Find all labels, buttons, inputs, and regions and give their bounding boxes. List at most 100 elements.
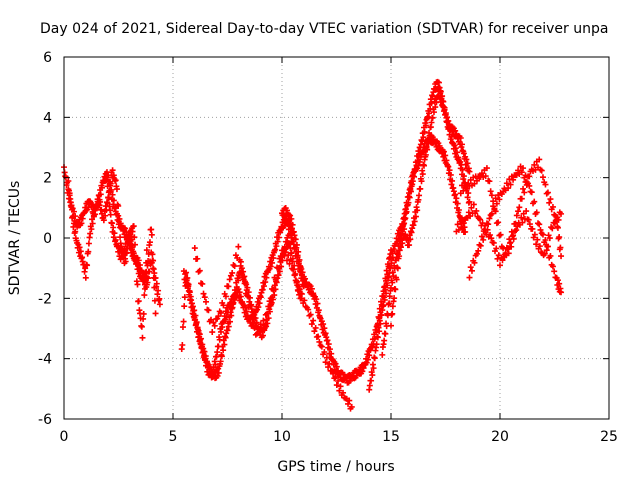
- data-point: [519, 219, 526, 226]
- data-point: [237, 258, 244, 265]
- data-point: [139, 334, 146, 341]
- data-point: [389, 279, 396, 286]
- data-point: [299, 269, 306, 276]
- data-point: [89, 220, 96, 227]
- data-point: [376, 328, 383, 335]
- data-point: [260, 283, 267, 290]
- data-point: [263, 274, 270, 281]
- data-point: [381, 337, 388, 344]
- data-point: [411, 218, 418, 225]
- y-tick-label: 4: [43, 110, 52, 126]
- data-point: [181, 303, 188, 310]
- data-point: [482, 173, 489, 180]
- data-point: [466, 274, 473, 281]
- data-point: [67, 195, 74, 202]
- data-point: [82, 265, 89, 272]
- data-point: [290, 266, 297, 273]
- data-point: [95, 192, 102, 199]
- data-point: [286, 260, 293, 267]
- data-point: [418, 178, 425, 185]
- data-point: [386, 300, 393, 307]
- data-point: [267, 295, 274, 302]
- data-point: [508, 243, 515, 250]
- data-point: [336, 387, 343, 394]
- data-point: [419, 171, 426, 178]
- data-point: [109, 191, 116, 198]
- data-point: [298, 290, 305, 297]
- data-point: [78, 220, 85, 227]
- data-point: [549, 263, 556, 270]
- data-point: [293, 278, 300, 285]
- data-point: [549, 203, 556, 210]
- series-arc-2: [65, 167, 150, 341]
- data-point: [194, 324, 201, 331]
- data-point: [462, 228, 469, 235]
- data-point: [194, 255, 201, 262]
- data-point: [554, 224, 561, 231]
- data-point: [371, 355, 378, 362]
- y-tick-label: 0: [43, 231, 52, 247]
- data-point: [107, 180, 114, 187]
- data-point: [424, 146, 431, 153]
- data-point: [555, 216, 562, 223]
- data-point: [315, 307, 322, 314]
- data-point: [191, 245, 198, 252]
- data-point: [301, 297, 308, 304]
- data-point: [429, 114, 436, 121]
- data-point: [218, 353, 225, 360]
- data-point: [544, 243, 551, 250]
- data-point: [244, 292, 251, 299]
- data-point: [244, 284, 251, 291]
- data-point: [447, 171, 454, 178]
- data-point: [425, 140, 432, 147]
- data-point: [460, 187, 467, 194]
- data-point: [288, 249, 295, 256]
- data-point: [302, 275, 309, 282]
- data-point: [415, 162, 422, 169]
- data-point: [463, 156, 470, 163]
- data-point: [222, 293, 229, 300]
- data-point: [557, 244, 564, 251]
- data-point: [416, 158, 423, 165]
- data-point: [77, 248, 84, 255]
- data-point: [229, 269, 236, 276]
- data-point: [115, 212, 122, 219]
- data-point: [293, 241, 300, 248]
- data-point: [558, 289, 565, 296]
- data-point: [82, 274, 89, 281]
- data-point: [473, 250, 480, 257]
- data-point: [520, 165, 527, 172]
- data-point: [497, 231, 504, 238]
- data-point: [391, 295, 398, 302]
- data-point: [195, 330, 202, 337]
- data-point: [396, 253, 403, 260]
- data-point: [499, 257, 506, 264]
- data-point: [287, 245, 294, 252]
- data-point: [507, 181, 514, 188]
- data-point: [122, 225, 129, 232]
- data-point: [515, 208, 522, 215]
- data-point: [410, 222, 417, 229]
- data-point: [230, 300, 237, 307]
- data-point: [480, 228, 487, 235]
- data-point: [373, 329, 380, 336]
- x-tick-label: 25: [600, 429, 618, 445]
- data-point: [287, 212, 294, 219]
- data-point: [307, 311, 314, 318]
- data-point: [110, 224, 117, 231]
- data-point: [539, 174, 546, 181]
- data-point: [275, 234, 282, 241]
- data-point: [478, 233, 485, 240]
- data-point: [513, 212, 520, 219]
- data-point: [326, 360, 333, 367]
- data-point: [546, 235, 553, 242]
- data-point: [180, 318, 187, 325]
- data-point: [130, 223, 137, 230]
- y-tick-label: -6: [38, 412, 52, 428]
- data-point: [314, 300, 321, 307]
- data-point: [407, 186, 414, 193]
- data-point: [377, 320, 384, 327]
- data-point: [537, 226, 544, 233]
- data-point: [373, 341, 380, 348]
- data-point: [187, 293, 194, 300]
